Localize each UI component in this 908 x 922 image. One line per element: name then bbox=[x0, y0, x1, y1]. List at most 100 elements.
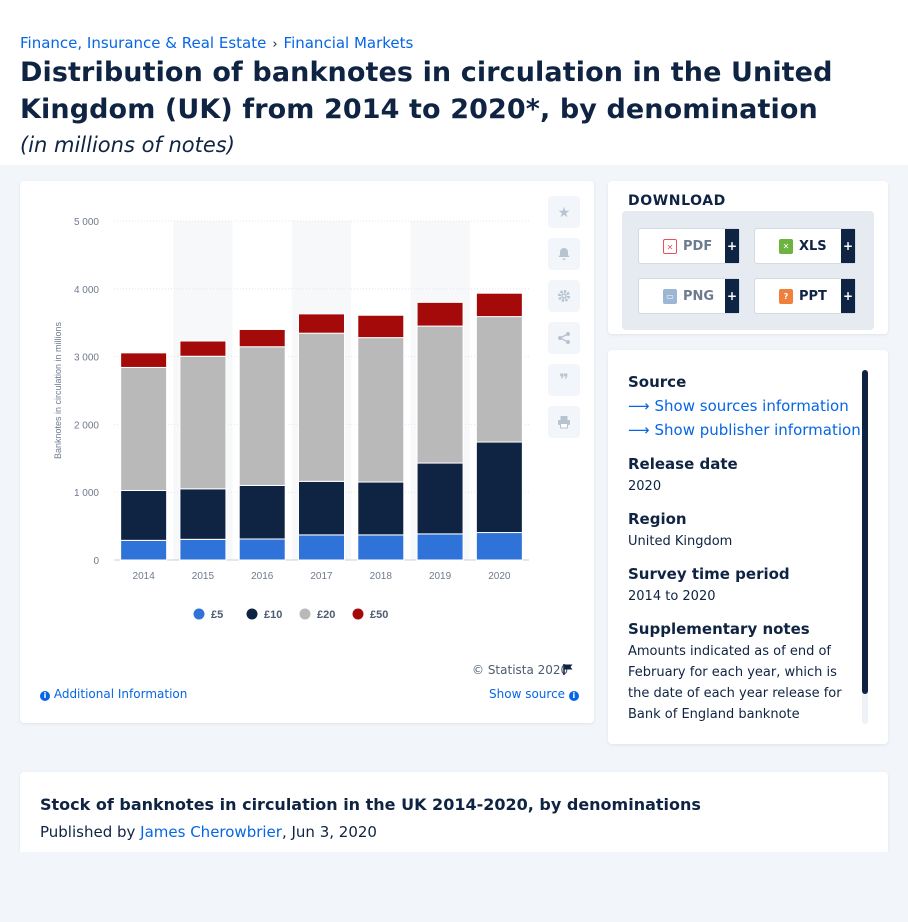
download-ppt-plus[interactable]: + bbox=[841, 279, 855, 313]
bar-segment-gbp20-2019 bbox=[416, 325, 464, 464]
bar-segment-gbp5-2019 bbox=[416, 533, 464, 561]
pdf-file-icon: ✕ bbox=[663, 238, 677, 254]
publication-byline: Published by James Cherowbrier, Jun 3, 2… bbox=[40, 823, 377, 841]
bar-segment-gbp10-2019 bbox=[416, 462, 464, 535]
bar-segment-gbp10-2014 bbox=[120, 490, 168, 541]
bar-segment-gbp5-2020 bbox=[475, 532, 523, 561]
bar-segment-gbp50-2017 bbox=[298, 313, 345, 334]
legend-label: £10 bbox=[264, 609, 282, 621]
page-title: Distribution of banknotes in circulation… bbox=[20, 57, 833, 125]
bar-segment-gbp10-2020 bbox=[475, 441, 523, 534]
source-heading: Source bbox=[628, 373, 687, 391]
bar-segment-gbp20-2015 bbox=[179, 355, 227, 490]
y-tick-label: 4 000 bbox=[74, 285, 99, 296]
x-tick-label: 2014 bbox=[133, 571, 156, 582]
show-source-link[interactable]: Show source i bbox=[489, 687, 579, 701]
show-source-label: Show source bbox=[489, 687, 566, 701]
bar-segment-gbp20-2016 bbox=[238, 346, 286, 486]
breadcrumb-link-financial-markets[interactable]: Financial Markets bbox=[283, 34, 414, 52]
x-tick-label: 2018 bbox=[370, 571, 393, 582]
arrow-right-icon: ⟶ bbox=[628, 397, 650, 415]
bar-segment-gbp50-2016 bbox=[238, 328, 286, 348]
bar-segment-gbp50-2015 bbox=[179, 340, 227, 357]
x-tick-label: 2020 bbox=[488, 571, 511, 582]
y-tick-label: 1 000 bbox=[74, 488, 99, 499]
info-icon: i bbox=[40, 691, 50, 701]
breadcrumb: Finance, Insurance & Real Estate › Financi… bbox=[20, 34, 413, 52]
bar-segment-gbp20-2020 bbox=[475, 316, 523, 443]
x-tick-label: 2016 bbox=[251, 571, 274, 582]
details-scrollbar-thumb[interactable] bbox=[862, 370, 868, 694]
region-value: United Kingdom bbox=[628, 534, 733, 549]
release-date-value: 2020 bbox=[628, 479, 662, 494]
y-tick-label: 2 000 bbox=[74, 420, 99, 431]
show-sources-label: Show sources information bbox=[654, 397, 849, 415]
release-date-heading: Release date bbox=[628, 455, 738, 473]
bar-segment-gbp5-2015 bbox=[179, 538, 227, 561]
y-tick-label: 0 bbox=[93, 556, 99, 567]
bar-chart: 0 1 000 2 000 3 000 4 000 5 000 Banknotes in c… bbox=[53, 217, 529, 621]
bar-segment-gbp50-2014 bbox=[120, 352, 168, 368]
author-link[interactable]: James Cherowbrier bbox=[140, 823, 282, 841]
settings-gear-icon[interactable] bbox=[548, 280, 580, 312]
breadcrumb-link-finance[interactable]: Finance, Insurance & Real Estate bbox=[20, 34, 267, 52]
bar-segment-gbp20-2014 bbox=[120, 366, 168, 492]
info-icon: i bbox=[568, 691, 579, 701]
bar-segment-gbp10-2018 bbox=[357, 481, 405, 536]
survey-period-value: 2014 to 2020 bbox=[628, 589, 716, 604]
bar-segment-gbp50-2018 bbox=[357, 314, 405, 339]
legend-marker bbox=[193, 608, 205, 620]
download-xls-label: XLS bbox=[799, 238, 827, 254]
legend-label: £20 bbox=[317, 609, 335, 621]
bar-segment-gbp50-2020 bbox=[475, 292, 523, 318]
legend-label: £50 bbox=[370, 609, 388, 621]
statistic-details-card bbox=[608, 350, 888, 744]
download-pdf-plus[interactable]: + bbox=[725, 229, 739, 263]
download-xls-button[interactable]: ✕ XLS + bbox=[754, 228, 856, 264]
download-png-button[interactable]: ▭ PNG + bbox=[638, 278, 740, 314]
x-tick-label: 2017 bbox=[310, 571, 333, 582]
notification-bell-icon[interactable] bbox=[548, 238, 580, 270]
region-heading: Region bbox=[628, 510, 687, 528]
download-pdf-button[interactable]: ✕ PDF + bbox=[638, 228, 740, 264]
download-png-plus[interactable]: + bbox=[725, 279, 739, 313]
x-tick-label: 2015 bbox=[192, 571, 215, 582]
show-publisher-label: Show publisher information bbox=[654, 421, 861, 439]
show-publisher-link[interactable]: ⟶ Show publisher information bbox=[628, 421, 861, 439]
download-ppt-button[interactable]: ? PPT + bbox=[754, 278, 856, 314]
legend-marker bbox=[246, 608, 258, 620]
download-pdf-label: PDF bbox=[683, 238, 713, 254]
bar-segment-gbp20-2017 bbox=[298, 332, 345, 482]
download-ppt-label: PPT bbox=[799, 288, 827, 304]
bar-segment-gbp10-2015 bbox=[179, 488, 227, 540]
additional-information-link[interactable]: i Additional Information bbox=[40, 687, 187, 701]
survey-period-heading: Survey time period bbox=[628, 565, 790, 583]
page-header bbox=[0, 0, 908, 180]
share-icon[interactable] bbox=[548, 322, 580, 354]
png-file-icon: ▭ bbox=[663, 288, 677, 304]
page-footer-band bbox=[0, 852, 908, 922]
bar-segment-gbp5-2014 bbox=[120, 539, 168, 561]
bar-segment-gbp50-2019 bbox=[416, 301, 464, 327]
supplementary-notes-value: Amounts indicated as of end of February … bbox=[628, 644, 842, 722]
show-sources-link[interactable]: ⟶ Show sources information bbox=[628, 397, 849, 415]
print-icon[interactable] bbox=[548, 406, 580, 438]
bar-segment-gbp5-2018 bbox=[357, 534, 405, 561]
quote-icon[interactable]: ❞ bbox=[548, 364, 580, 396]
publication-title: Stock of banknotes in circulation in the… bbox=[40, 795, 701, 814]
statista-copyright: © Statista 2020 bbox=[472, 663, 569, 677]
additional-information-label: Additional Information bbox=[53, 687, 188, 701]
supplementary-notes-heading: Supplementary notes bbox=[628, 620, 810, 638]
legend-label: £5 bbox=[211, 609, 223, 621]
download-png-label: PNG bbox=[683, 288, 715, 304]
favorite-star-icon[interactable]: ★ bbox=[548, 196, 580, 228]
page-subtitle: (in millions of notes) bbox=[20, 133, 235, 157]
bar-segment-gbp5-2017 bbox=[298, 534, 345, 561]
report-flag-icon[interactable] bbox=[562, 663, 574, 678]
bar-segment-gbp10-2016 bbox=[238, 484, 286, 540]
arrow-right-icon: ⟶ bbox=[628, 421, 650, 439]
legend-marker bbox=[299, 608, 311, 620]
publication-date: , Jun 3, 2020 bbox=[281, 823, 377, 841]
bar-segment-gbp10-2017 bbox=[298, 480, 345, 536]
download-xls-plus[interactable]: + bbox=[841, 229, 855, 263]
